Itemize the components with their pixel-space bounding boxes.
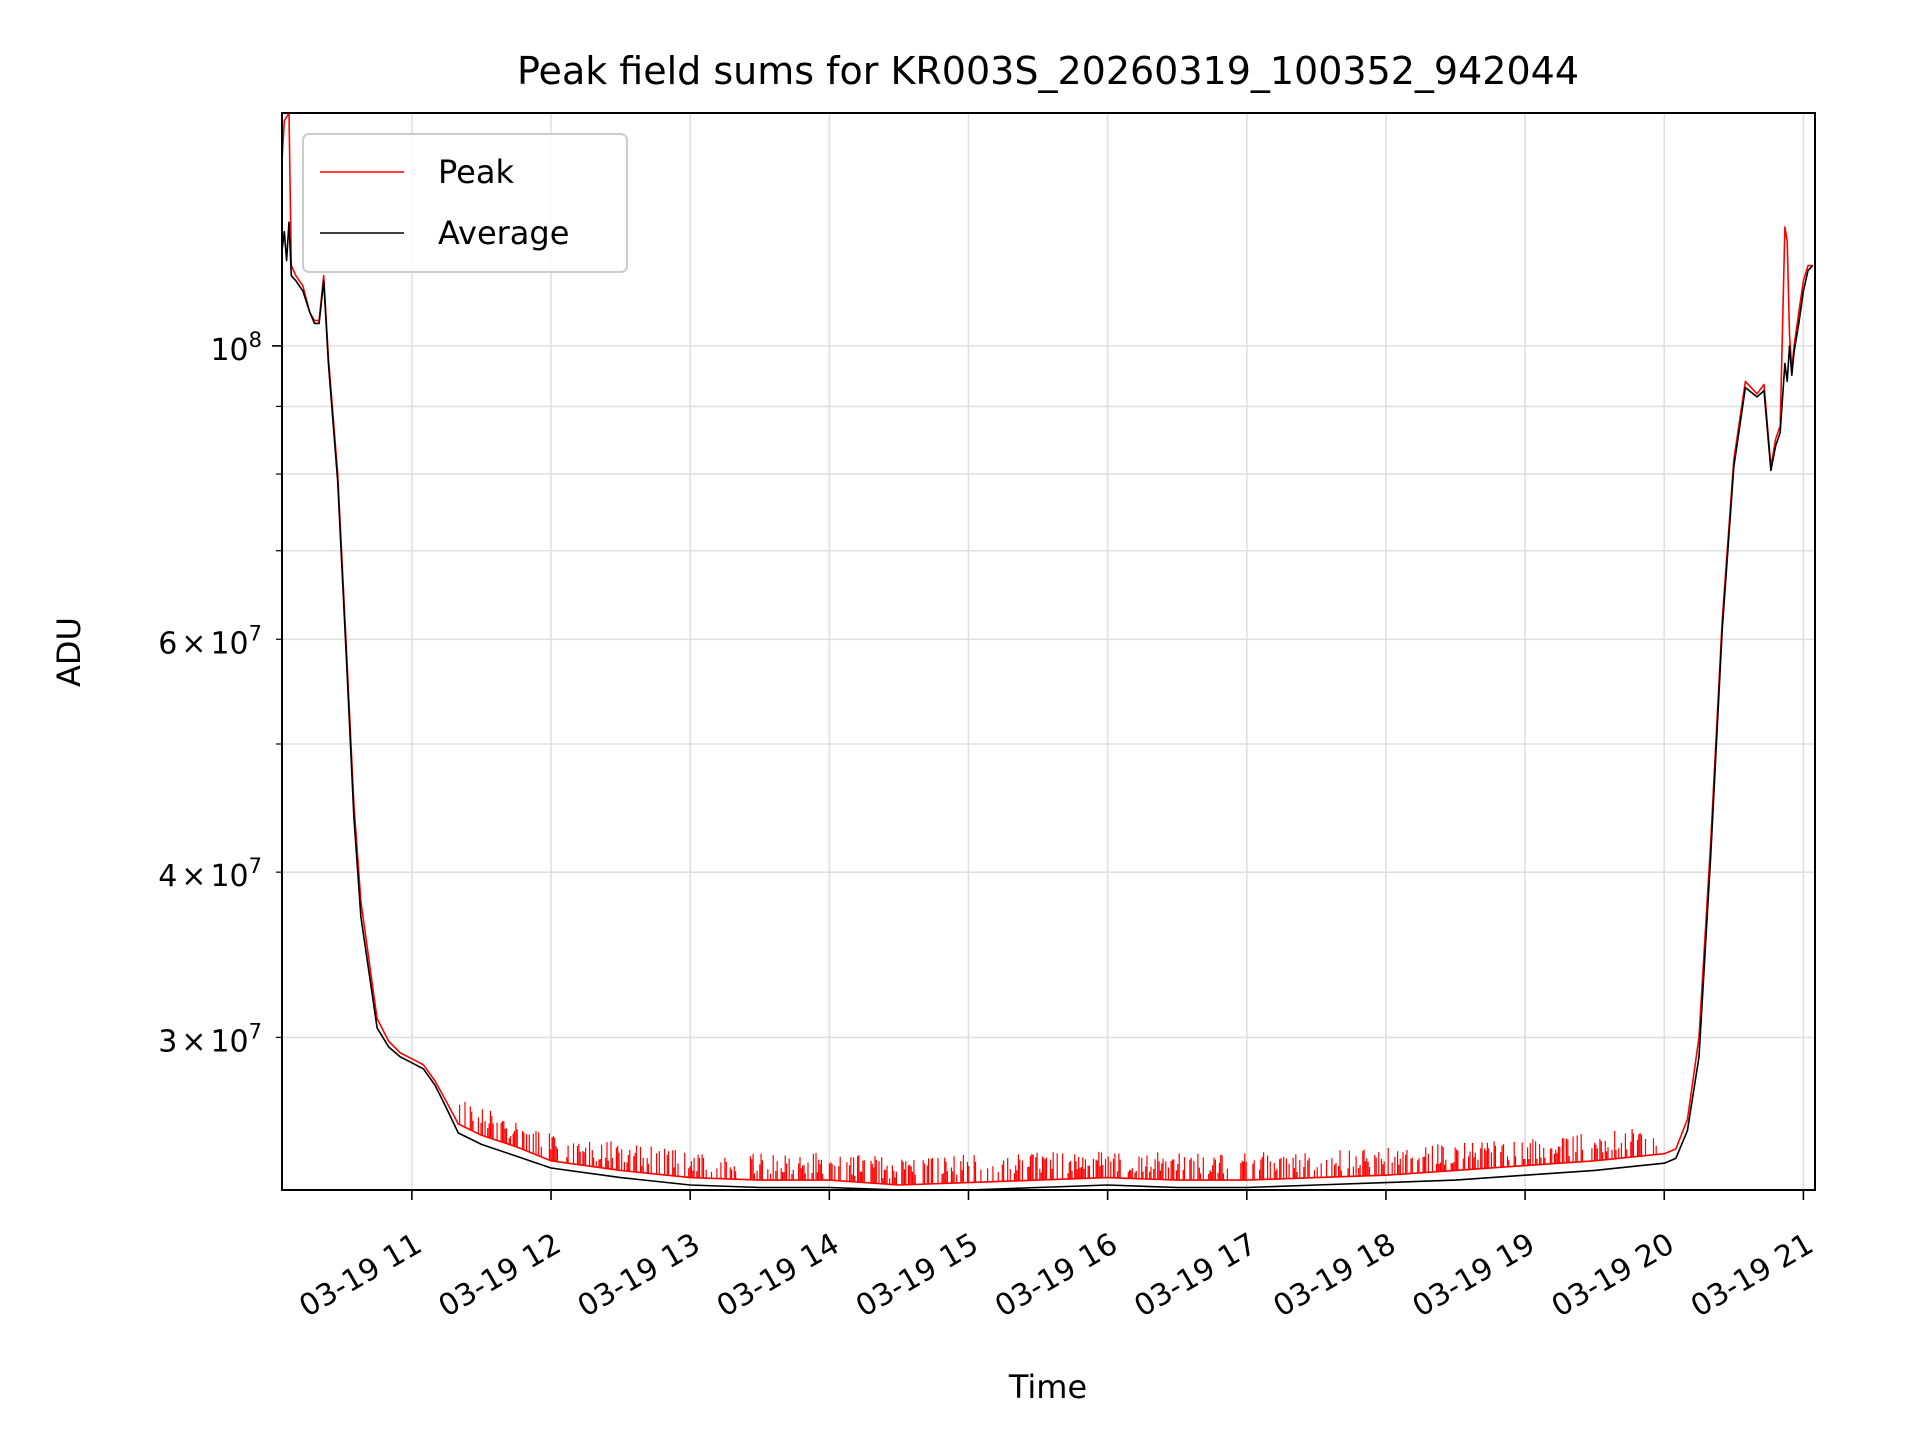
y-minor-tick-label: 4 × 107 <box>158 854 262 894</box>
x-axis-ticks: 03-19 11 03-19 12 03-19 13 03-19 14 03-19 15… <box>294 1190 1819 1325</box>
x-tick-label: 03-19 12 <box>433 1227 567 1325</box>
peak-spikes <box>459 1101 1657 1185</box>
x-tick-label: 03-19 15 <box>850 1227 984 1325</box>
x-tick-label: 03-19 14 <box>711 1227 845 1325</box>
grid-layer <box>282 113 1815 1190</box>
y-minor-tick-label: 6 × 107 <box>158 621 262 661</box>
x-tick-label: 03-19 21 <box>1685 1227 1819 1325</box>
x-tick-label: 03-19 20 <box>1546 1227 1680 1325</box>
series-layer <box>281 112 1814 1191</box>
y-axis-ticks: 108 3 × 107 4 × 107 6 × 107 <box>158 328 282 1059</box>
legend-label-average: Average <box>438 214 569 252</box>
chart-title: Peak field sums for KR003S_20260319_1003… <box>517 49 1579 93</box>
x-axis-label: Time <box>1008 1368 1087 1406</box>
plot-frame <box>281 112 1816 1191</box>
x-tick-label: 03-19 16 <box>989 1227 1123 1325</box>
legend-label-peak: Peak <box>438 153 514 191</box>
x-tick-label: 03-19 13 <box>572 1227 706 1325</box>
x-tick-label: 03-19 18 <box>1268 1227 1402 1325</box>
x-tick-label: 03-19 19 <box>1407 1227 1541 1325</box>
series-line-peak <box>281 112 1813 1186</box>
x-tick-label: 03-19 17 <box>1128 1227 1262 1325</box>
y-minor-tick-label: 3 × 107 <box>158 1019 262 1059</box>
peak-spike-layer <box>459 1101 1657 1185</box>
y-axis-label: ADU <box>50 617 88 687</box>
series-line-average <box>281 221 1814 1191</box>
legend-box <box>302 133 628 273</box>
legend: Peak Average <box>302 133 628 273</box>
x-tick-label: 03-19 11 <box>294 1227 428 1325</box>
y-tick-label: 108 <box>210 328 262 368</box>
